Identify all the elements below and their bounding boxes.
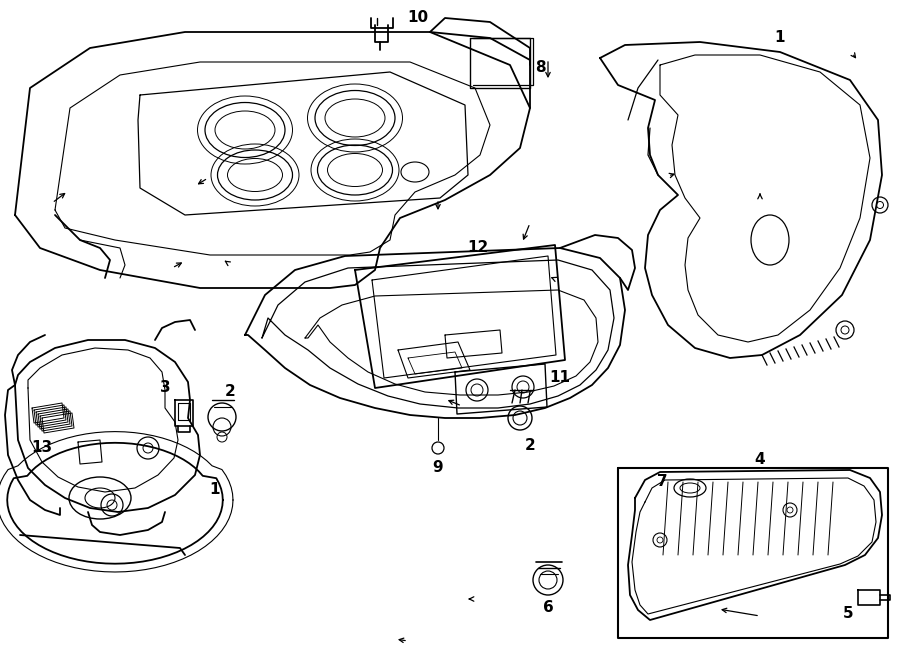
Text: 10: 10 bbox=[408, 11, 428, 26]
Text: 8: 8 bbox=[535, 61, 545, 75]
Text: 7: 7 bbox=[657, 475, 667, 490]
Text: 12: 12 bbox=[467, 241, 489, 256]
Text: 5: 5 bbox=[842, 607, 853, 621]
Text: 9: 9 bbox=[433, 461, 444, 475]
Text: 2: 2 bbox=[225, 385, 236, 399]
Text: 3: 3 bbox=[159, 381, 170, 395]
Text: 6: 6 bbox=[543, 600, 553, 615]
Text: 1: 1 bbox=[775, 30, 785, 46]
Text: 11: 11 bbox=[550, 371, 571, 385]
Text: 4: 4 bbox=[755, 453, 765, 467]
Text: 13: 13 bbox=[32, 440, 52, 455]
Text: 2: 2 bbox=[525, 438, 535, 453]
Text: 1: 1 bbox=[210, 483, 220, 498]
